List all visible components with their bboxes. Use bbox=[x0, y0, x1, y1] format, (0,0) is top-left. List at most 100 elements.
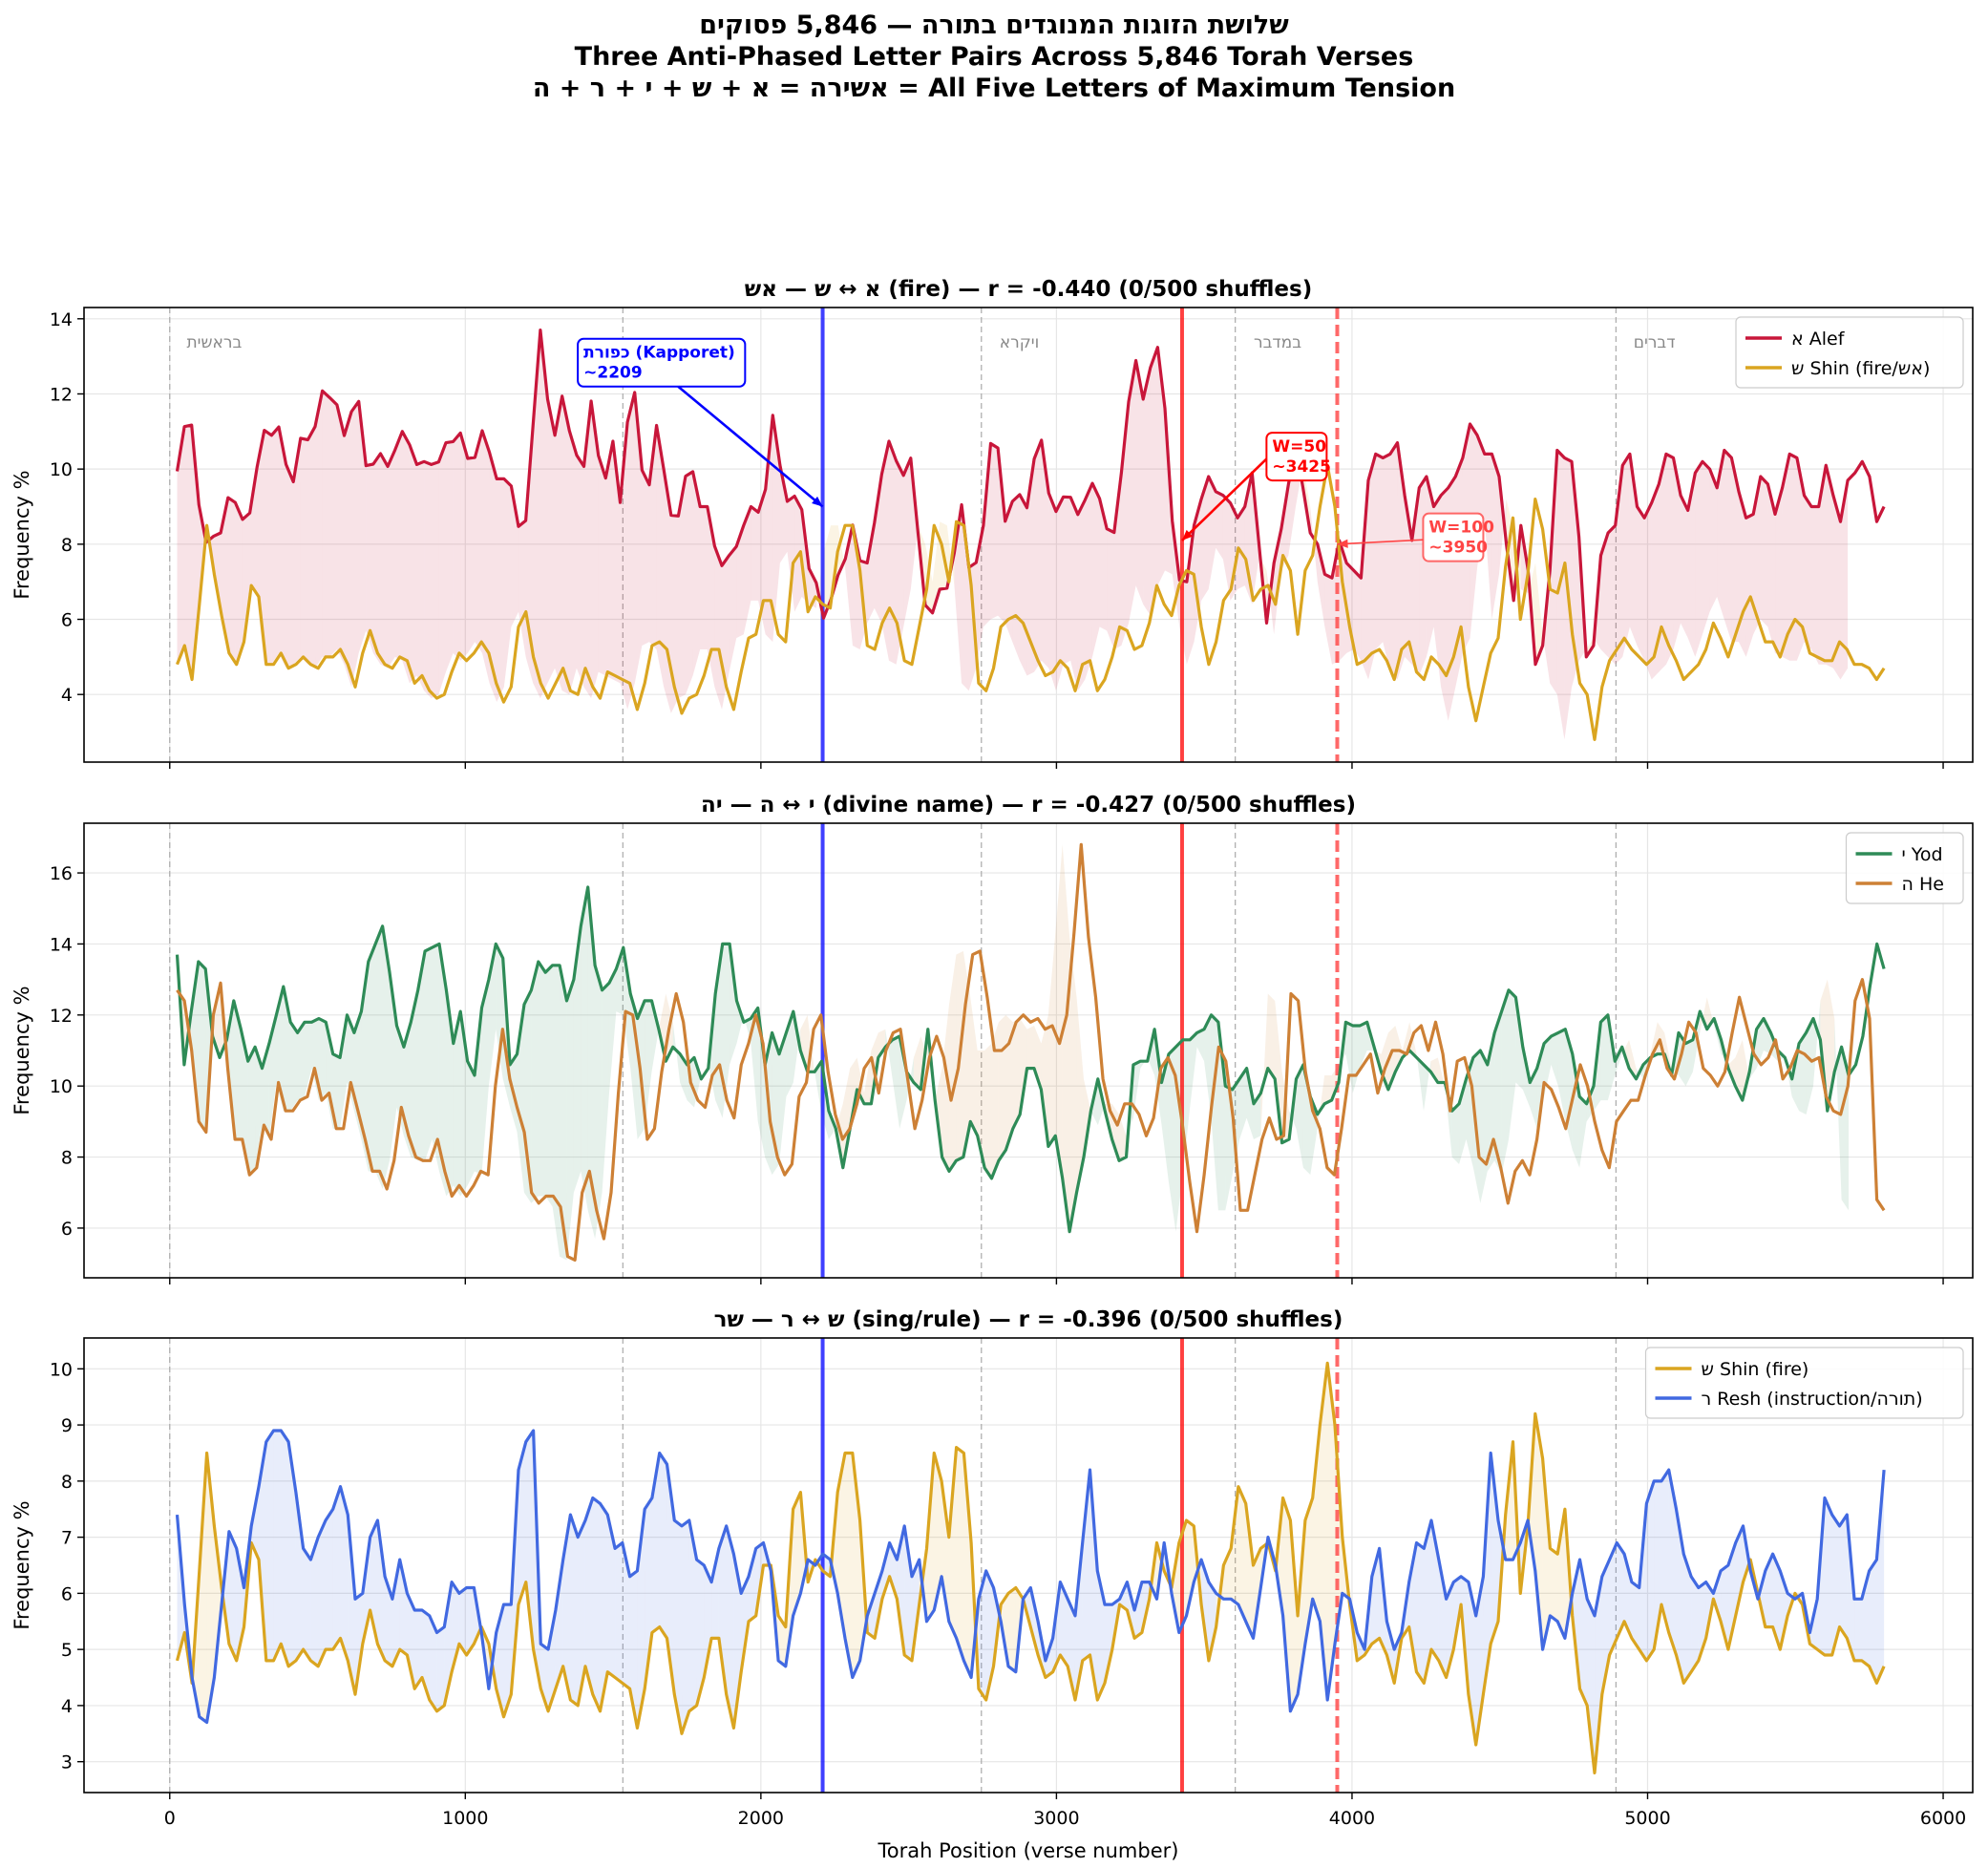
fill-between bbox=[1600, 533, 1609, 657]
fill-between bbox=[1047, 933, 1056, 1147]
plot-area bbox=[169, 1338, 1886, 1793]
fill-between bbox=[1609, 1542, 1618, 1656]
fill-between bbox=[576, 455, 584, 688]
fill-between bbox=[228, 1531, 237, 1661]
fill-between bbox=[1070, 497, 1078, 691]
y-tick-label: 12 bbox=[50, 1006, 73, 1027]
fill-between bbox=[1735, 1525, 1744, 1616]
fill-between bbox=[1806, 1018, 1813, 1114]
fill-between bbox=[1818, 465, 1827, 665]
fill-between bbox=[1724, 450, 1732, 643]
fill-between bbox=[948, 1447, 957, 1639]
fill-between bbox=[1063, 497, 1071, 665]
fill-between bbox=[1695, 461, 1702, 657]
fill-between bbox=[659, 1453, 667, 1639]
fill-between bbox=[416, 461, 425, 691]
fill-between bbox=[592, 1497, 601, 1711]
fill-between bbox=[1208, 1581, 1216, 1661]
fill-between bbox=[1361, 479, 1369, 680]
fill-between bbox=[548, 1610, 556, 1711]
fill-between bbox=[177, 426, 185, 665]
fill-between bbox=[1811, 506, 1819, 665]
fill-between bbox=[1150, 347, 1158, 616]
fill-between bbox=[998, 448, 1005, 624]
y-tick-label: 6 bbox=[61, 1219, 73, 1240]
fill-between bbox=[1717, 450, 1724, 620]
legend-label: ש Shin (fire) bbox=[1702, 1359, 1809, 1380]
fill-between bbox=[1201, 477, 1209, 601]
fill-between bbox=[255, 1047, 263, 1168]
fill-between bbox=[627, 392, 635, 710]
fill-between bbox=[1416, 1542, 1425, 1684]
panel-1: בראשית ויקרא במדבר דברים כפורת (Kapporet)~22… bbox=[11, 277, 1974, 769]
fill-between bbox=[578, 1519, 585, 1706]
fill-between bbox=[436, 1626, 445, 1711]
fill-between bbox=[286, 464, 294, 669]
fill-between bbox=[1687, 473, 1696, 657]
fill-between bbox=[1327, 1363, 1335, 1701]
fill-between bbox=[867, 1593, 876, 1639]
fill-between bbox=[1709, 469, 1718, 612]
fill-between bbox=[1735, 1039, 1743, 1101]
fill-between bbox=[1685, 1039, 1693, 1087]
fill-between bbox=[1324, 574, 1333, 665]
fill-between bbox=[1756, 1018, 1765, 1069]
annotation-arrowhead bbox=[1181, 529, 1194, 541]
fill-between bbox=[466, 1587, 475, 1656]
fill-between bbox=[1012, 494, 1020, 661]
fill-between bbox=[730, 944, 737, 1065]
fill-between bbox=[453, 1011, 461, 1197]
fill-between bbox=[361, 962, 369, 1172]
fill-between bbox=[1048, 493, 1056, 691]
book-label: במדבר bbox=[1254, 333, 1301, 352]
annotation-arrow bbox=[1337, 539, 1424, 545]
fill-between bbox=[1424, 1519, 1432, 1684]
annotation-arrowhead bbox=[1337, 539, 1348, 548]
y-tick-label: 5 bbox=[61, 1640, 73, 1661]
fill-between bbox=[583, 400, 592, 699]
panel-2: 6 8 10 12 14 16 י ↔ ה — יה (divine name) — r =… bbox=[11, 793, 1974, 1284]
fill-between bbox=[438, 944, 447, 1197]
plot-area bbox=[169, 308, 1886, 762]
fill-between bbox=[1012, 1018, 1021, 1129]
fill-between bbox=[1237, 506, 1245, 590]
fill-between bbox=[488, 944, 497, 1087]
fill-between bbox=[1840, 479, 1849, 680]
fill-between bbox=[692, 471, 701, 676]
fill-between bbox=[259, 1441, 266, 1661]
fill-between bbox=[566, 979, 574, 1261]
fill-between bbox=[1113, 473, 1122, 649]
fill-between bbox=[711, 1548, 719, 1639]
fill-between bbox=[1317, 543, 1325, 627]
annotation-arrow bbox=[1181, 457, 1268, 541]
y-tick-label: 6 bbox=[61, 1583, 73, 1604]
fill-between bbox=[1644, 502, 1652, 680]
fill-between bbox=[518, 520, 526, 657]
fill-between bbox=[729, 546, 737, 672]
fill-between bbox=[1617, 1542, 1625, 1639]
fill-between bbox=[645, 1000, 652, 1129]
fill-between bbox=[736, 1000, 744, 1044]
fill-between bbox=[1030, 1587, 1039, 1656]
fill-between bbox=[227, 498, 236, 665]
fill-between bbox=[1854, 1599, 1862, 1661]
fill-between bbox=[1423, 1061, 1431, 1112]
fill-between bbox=[199, 1453, 207, 1723]
fill-between bbox=[1572, 1053, 1580, 1168]
fill-between bbox=[1161, 1053, 1169, 1182]
panel-title: א ↔ ש — אש (fire) — r = -0.440 (0/500 sh… bbox=[745, 277, 1313, 302]
fill-between bbox=[584, 1497, 593, 1695]
fill-between bbox=[1551, 1032, 1558, 1087]
fill-between bbox=[1386, 1621, 1395, 1684]
x-axis-label: Torah Position (verse number) bbox=[878, 1839, 1179, 1862]
fill-between bbox=[1352, 1025, 1361, 1093]
fill-between bbox=[1099, 499, 1108, 631]
y-tick-label: 12 bbox=[50, 384, 73, 405]
legend-label: י Yod bbox=[1902, 844, 1943, 865]
fill-between bbox=[1550, 450, 1557, 695]
fill-between bbox=[538, 962, 546, 1197]
fill-between bbox=[332, 1486, 341, 1650]
fill-between bbox=[1034, 439, 1042, 672]
fill-between bbox=[1557, 1509, 1565, 1639]
